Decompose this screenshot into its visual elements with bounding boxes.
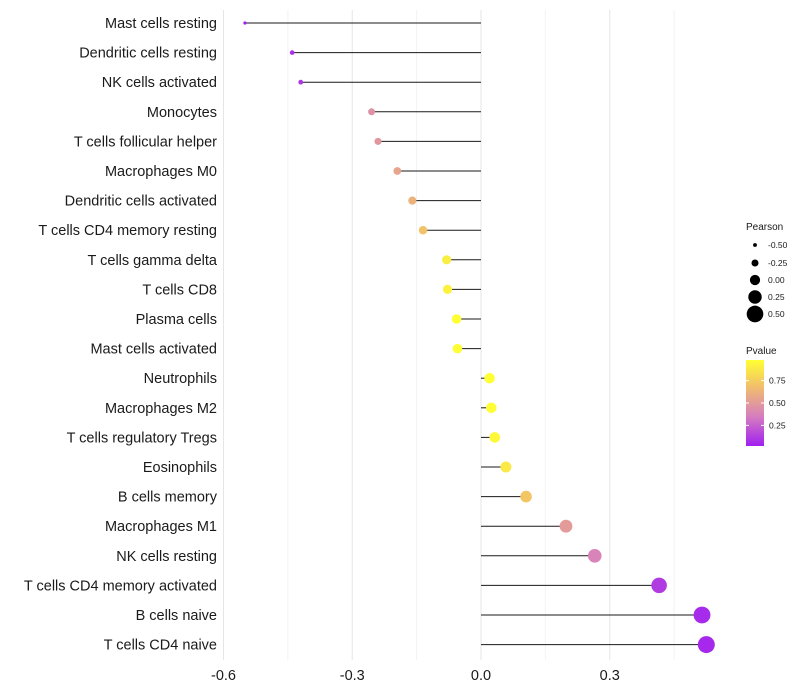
category-label: Eosinophils [143, 460, 217, 476]
pearson-legend-label: -0.50 [768, 240, 788, 250]
category-label: T cells CD4 naive [104, 638, 217, 654]
category-label: Monocytes [147, 105, 217, 121]
lollipop-point [298, 79, 304, 85]
category-label: B cells memory [118, 490, 218, 506]
lollipop-point [289, 50, 295, 55]
pearson-legend-label: 0.00 [768, 275, 785, 285]
lollipop-stems [244, 22, 707, 646]
lollipop-point [368, 108, 376, 116]
lollipop-point [442, 255, 452, 265]
x-tick-label: 0.0 [471, 668, 491, 684]
pearson-legend-label: -0.25 [768, 258, 788, 268]
pearson-legend-key [753, 243, 757, 247]
x-tick-label: -0.3 [340, 668, 365, 684]
category-label: T cells CD4 memory activated [24, 578, 217, 594]
pvalue-legend-label: 0.50 [769, 398, 786, 408]
category-label: Mast cells resting [105, 16, 217, 32]
lollipop-point [452, 343, 463, 354]
lollipop-point [486, 402, 497, 414]
pearson-legend-key [749, 274, 761, 286]
lollipop-point [418, 225, 428, 235]
pvalue-legend-label: 0.75 [769, 376, 786, 386]
pvalue-colorbar [746, 360, 764, 446]
category-label: NK cells activated [102, 75, 217, 91]
lollipop-point [451, 314, 462, 324]
pvalue-legend-title: Pvalue [746, 346, 777, 357]
category-label: T cells follicular helper [74, 134, 217, 150]
lollipop-point [693, 606, 711, 624]
category-label: Plasma cells [136, 312, 217, 328]
pearson-legend-key [751, 259, 759, 267]
category-label: Macrophages M0 [105, 164, 217, 180]
category-label: Mast cells activated [90, 342, 217, 358]
pvalue-legend-label: 0.25 [769, 420, 786, 430]
lollipop-points [243, 21, 715, 654]
pearson-legend-label: 0.25 [768, 292, 785, 302]
lollipop-point [697, 636, 715, 654]
lollipop-point [408, 196, 417, 205]
pearson-legend-key [746, 305, 764, 323]
lollipop-point [651, 577, 667, 594]
lollipop-point [442, 284, 453, 295]
category-label: Macrophages M1 [105, 519, 217, 535]
x-axis-ticks: -0.6 -0.3 0.0 0.3 [211, 668, 620, 684]
lollipop-point [500, 461, 512, 473]
lollipop-point [489, 432, 501, 443]
lollipop-point [243, 21, 247, 25]
pearson-legend-title: Pearson [746, 222, 783, 233]
x-tick-label: 0.3 [600, 668, 620, 684]
lollipop-point [393, 167, 402, 175]
category-label: T cells regulatory Tregs [67, 430, 217, 446]
category-label: Neutrophils [144, 371, 217, 387]
grid-lines [223, 10, 675, 660]
pearson-legend-key [748, 290, 762, 304]
x-tick-label: -0.6 [211, 668, 236, 684]
category-label: T cells CD8 [142, 282, 217, 298]
lollipop-point [520, 490, 532, 503]
category-label: Macrophages M2 [105, 401, 217, 417]
category-label: Dendritic cells activated [65, 194, 217, 210]
lollipop-point [374, 137, 382, 145]
category-label: B cells naive [136, 608, 217, 624]
category-label: NK cells resting [116, 549, 217, 565]
category-labels: Mast cells resting Dendritic cells restin… [24, 16, 218, 654]
category-label: T cells gamma delta [88, 253, 218, 269]
pearson-legend: Pearson -0.50 -0.25 0.00 0.25 0.50 [746, 222, 788, 323]
lollipop-point [587, 548, 602, 563]
pvalue-legend: Pvalue 0.75 0.50 0.25 [746, 346, 786, 446]
category-label: T cells CD4 memory resting [38, 223, 217, 239]
category-label: Dendritic cells resting [79, 46, 217, 62]
pearson-legend-label: 0.50 [768, 309, 785, 319]
lollipop-point [559, 519, 573, 533]
lollipop-point [484, 372, 495, 384]
